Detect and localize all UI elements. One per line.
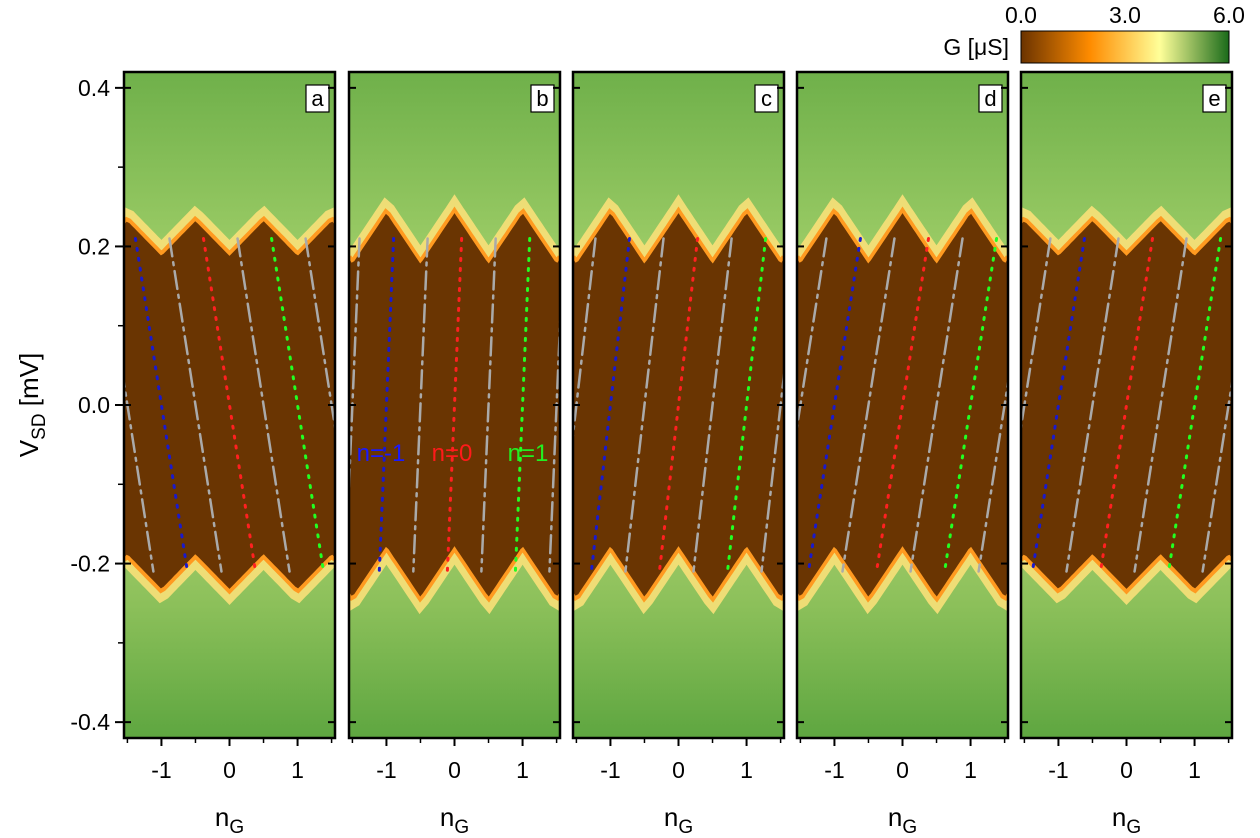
panel-b-label-box: [530, 84, 555, 113]
x-axis-title: nG: [1112, 802, 1141, 838]
x-axis-title: nG: [215, 802, 244, 838]
panel-a-edge-bottom: [124, 552, 335, 595]
panel-e-label-box: [1202, 84, 1227, 113]
x-tick-label: 1: [740, 757, 753, 783]
panel-c-label: c: [761, 86, 772, 111]
panel-b: b -1 0 1 nG: [347, 70, 562, 838]
panel-d-label: d: [984, 86, 996, 111]
y-tick-label: -0.2: [70, 551, 110, 577]
panel-e-state-line: [1237, 239, 1260, 572]
panel-b-edge-top: [349, 206, 560, 266]
panel-a-edge-top: [124, 215, 335, 258]
panel-c-state-line: [589, 237, 631, 573]
panels-group: a -1 0 1 nG b -1 0 1 nG c -1 0 1 nG d -1 0 1 nG e -1 0 1 nG: [122, 70, 1260, 838]
panel-c-state-line: [726, 237, 768, 573]
state-label: n=1: [508, 440, 549, 467]
x-tick-label: 0: [896, 757, 909, 783]
x-tick-label: 0: [1120, 757, 1133, 783]
x-tick-label: 1: [291, 757, 304, 783]
panel-d-edge-bottom: [797, 543, 1008, 603]
panel-d-guide-line: [909, 237, 964, 573]
panel-d-label-box: [978, 84, 1003, 113]
panel-d: d -1 0 1 nG: [795, 70, 1010, 838]
panel-e-edge-glow-top: [1021, 205, 1232, 260]
panel-e-edge-bottom: [1021, 552, 1232, 595]
panel-d-state-line: [943, 237, 999, 573]
panel-b-label: b: [536, 86, 548, 111]
state-label: n=0: [432, 440, 473, 467]
x-tick-label: -1: [824, 757, 844, 783]
x-axis-title: nG: [664, 802, 693, 838]
x-tick-label: -1: [376, 757, 396, 783]
x-tick-label: 0: [672, 757, 685, 783]
panel-e-state-line: [1167, 237, 1223, 573]
x-tick-label: 0: [223, 757, 236, 783]
y-axis: 0.4 0.2 0.0 -0.2 -0.4 VSD [mV]: [14, 75, 124, 735]
panel-b-guide-line: [480, 237, 497, 573]
state-label: n=-1: [357, 440, 406, 467]
y-tick-label: 0.0: [78, 392, 110, 418]
panel-a-guide-line: [236, 237, 291, 573]
panel-e-guide-line: [1065, 237, 1120, 573]
y-tick-label: 0.2: [78, 233, 110, 259]
panel-c-state-line: [657, 237, 700, 573]
panel-b-edge-bottom: [349, 543, 560, 603]
panel-c: c -1 0 1 nG: [571, 70, 786, 838]
x-axis-title: nG: [440, 802, 469, 838]
x-tick-label: 0: [448, 757, 461, 783]
panel-c-edge-bottom: [573, 543, 784, 603]
panel-c-guide-line: [692, 237, 733, 573]
x-axis-title: nG: [888, 802, 917, 838]
panel-e-edge-top: [1021, 215, 1232, 258]
colorbar-tick-label: 0.0: [1005, 2, 1037, 28]
panel-a-edge-glow-top: [124, 205, 335, 260]
x-tick-label: -1: [1048, 757, 1068, 783]
panel-a-label-box: [305, 84, 330, 113]
panel-d-guide-line: [841, 237, 896, 573]
y-tick-label: 0.4: [78, 75, 110, 101]
colorbar-title: G [μS]: [943, 34, 1009, 60]
panel-a: a -1 0 1 nG: [122, 70, 337, 838]
panel-a-edge-glow-bottom: [124, 550, 335, 605]
panel-d-state-line: [806, 237, 862, 573]
panel-b-guide-line: [412, 237, 429, 573]
colorbar-tick-label: 6.0: [1213, 2, 1245, 28]
panel-e: e -1 0 1 nG: [1019, 70, 1260, 838]
panel-d-edge-top: [797, 206, 1008, 266]
panel-a-state-line: [133, 237, 189, 573]
panel-a-label: a: [311, 86, 324, 111]
panel-e-edge-glow-bottom: [1021, 550, 1232, 605]
panel-a-guide-line: [168, 237, 223, 573]
state-labels: n=-1 n=0 n=1: [357, 440, 549, 467]
panel-c-label-box: [754, 84, 779, 113]
colorbar-bar: [1020, 30, 1230, 64]
panel-e-state-line: [1099, 237, 1154, 573]
panel-e-state-line: [1030, 237, 1086, 573]
panel-e-guide-line: [1133, 237, 1188, 573]
x-tick-label: 1: [516, 757, 529, 783]
colorbar: G [μS] 0.0 3.0 6.0: [943, 2, 1245, 64]
panel-d-gap-region: [797, 213, 1008, 597]
x-tick-label: -1: [600, 757, 620, 783]
x-tick-label: 1: [964, 757, 977, 783]
y-axis-title: VSD [mV]: [14, 353, 50, 457]
panel-c-gap-region: [573, 213, 784, 597]
panel-c-guide-line: [624, 237, 665, 573]
x-tick-label: -1: [151, 757, 171, 783]
colorbar-tick-label: 3.0: [1109, 2, 1141, 28]
x-tick-label: 1: [1188, 757, 1201, 783]
panel-c-edge-top: [573, 206, 784, 266]
panel-d-state-line: [875, 237, 930, 573]
panel-a-state-line: [202, 237, 257, 573]
panel-e-label: e: [1208, 86, 1220, 111]
y-tick-label: -0.4: [70, 709, 110, 735]
panel-b-gap-region: [349, 213, 560, 597]
panel-a-state-line: [270, 237, 326, 573]
